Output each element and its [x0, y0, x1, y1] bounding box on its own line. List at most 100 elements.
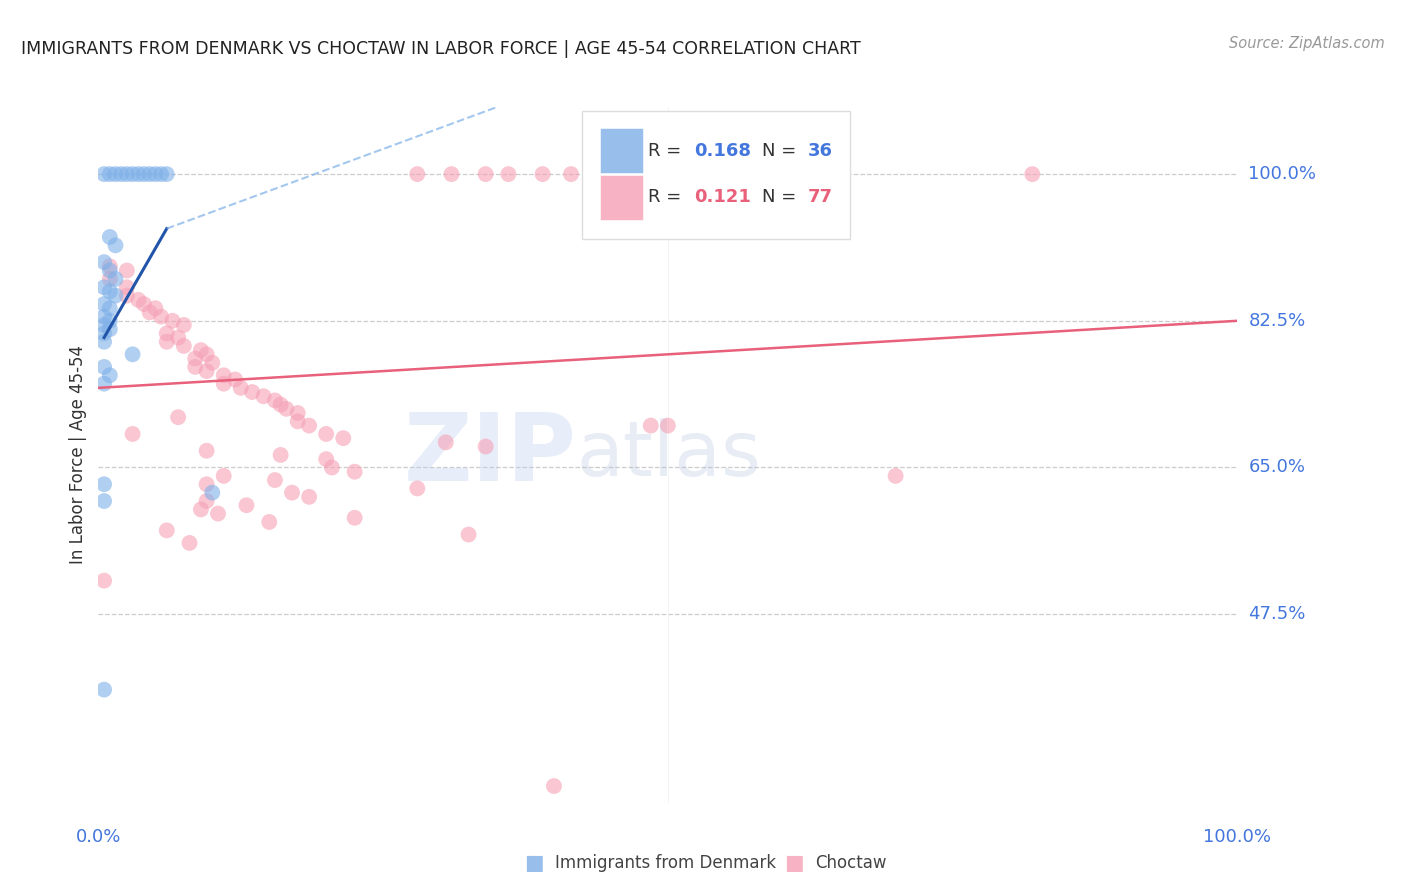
- Point: [212, 468, 235, 483]
- Point: [98, 263, 121, 277]
- FancyBboxPatch shape: [582, 111, 851, 239]
- Point: [145, 301, 167, 316]
- Point: [201, 485, 224, 500]
- FancyBboxPatch shape: [599, 175, 643, 220]
- Point: [224, 372, 246, 386]
- Point: [252, 389, 274, 403]
- Text: 47.5%: 47.5%: [1249, 605, 1306, 624]
- Point: [150, 310, 173, 324]
- Text: 82.5%: 82.5%: [1249, 312, 1306, 330]
- Point: [93, 255, 115, 269]
- Point: [115, 288, 138, 302]
- Point: [93, 682, 115, 697]
- Point: [110, 167, 132, 181]
- Point: [156, 326, 179, 341]
- Point: [657, 418, 679, 433]
- Point: [332, 431, 354, 445]
- Point: [98, 301, 121, 316]
- Point: [195, 477, 218, 491]
- Point: [104, 288, 127, 302]
- Text: R =: R =: [648, 188, 688, 206]
- Point: [276, 401, 298, 416]
- Point: [212, 376, 235, 391]
- Point: [93, 297, 115, 311]
- Point: [115, 280, 138, 294]
- Point: [270, 448, 292, 462]
- Point: [93, 574, 115, 588]
- Point: [190, 502, 212, 516]
- Point: [315, 427, 337, 442]
- Text: ZIP: ZIP: [404, 409, 576, 501]
- Point: [173, 318, 195, 332]
- Point: [298, 490, 321, 504]
- Point: [281, 485, 304, 500]
- Point: [406, 167, 429, 181]
- Point: [240, 385, 263, 400]
- Point: [474, 440, 496, 454]
- Point: [93, 494, 115, 508]
- Point: [606, 167, 628, 181]
- Text: 77: 77: [808, 188, 832, 206]
- Text: 65.0%: 65.0%: [1249, 458, 1305, 476]
- Point: [167, 330, 190, 344]
- Point: [195, 347, 218, 361]
- Point: [212, 368, 235, 383]
- Point: [93, 477, 115, 491]
- Point: [115, 167, 138, 181]
- FancyBboxPatch shape: [599, 128, 643, 173]
- Point: [104, 272, 127, 286]
- Point: [560, 167, 582, 181]
- Point: [93, 376, 115, 391]
- Point: [98, 167, 121, 181]
- Point: [184, 351, 207, 366]
- Point: [434, 435, 457, 450]
- Point: [93, 167, 115, 181]
- Point: [145, 167, 167, 181]
- Point: [93, 359, 115, 374]
- Point: [270, 398, 292, 412]
- Point: [201, 356, 224, 370]
- Text: R =: R =: [648, 142, 688, 160]
- Point: [132, 167, 155, 181]
- Point: [150, 167, 173, 181]
- Point: [138, 167, 160, 181]
- Point: [195, 443, 218, 458]
- Point: [321, 460, 343, 475]
- Point: [121, 427, 143, 442]
- Text: 0.168: 0.168: [695, 142, 751, 160]
- Point: [287, 414, 309, 428]
- Text: N =: N =: [762, 188, 803, 206]
- Text: Source: ZipAtlas.com: Source: ZipAtlas.com: [1229, 36, 1385, 51]
- Point: [98, 260, 121, 274]
- Point: [298, 418, 321, 433]
- Point: [588, 167, 610, 181]
- Point: [179, 536, 201, 550]
- Point: [457, 527, 479, 541]
- Point: [98, 285, 121, 299]
- Point: [98, 322, 121, 336]
- Point: [264, 393, 287, 408]
- Point: [207, 507, 229, 521]
- Point: [138, 305, 160, 319]
- Point: [104, 167, 127, 181]
- Point: [121, 347, 143, 361]
- Text: atlas: atlas: [576, 418, 762, 491]
- Point: [104, 238, 127, 252]
- Text: N =: N =: [762, 142, 803, 160]
- Text: Immigrants from Denmark: Immigrants from Denmark: [555, 855, 776, 872]
- Point: [156, 167, 179, 181]
- Point: [440, 167, 463, 181]
- Text: Choctaw: Choctaw: [815, 855, 887, 872]
- Point: [229, 381, 252, 395]
- Point: [156, 334, 179, 349]
- Point: [127, 167, 149, 181]
- Point: [98, 314, 121, 328]
- Point: [343, 510, 366, 524]
- Point: [195, 364, 218, 378]
- Text: IMMIGRANTS FROM DENMARK VS CHOCTAW IN LABOR FORCE | AGE 45-54 CORRELATION CHART: IMMIGRANTS FROM DENMARK VS CHOCTAW IN LA…: [21, 40, 860, 58]
- Point: [93, 310, 115, 324]
- Point: [121, 167, 143, 181]
- Point: [195, 494, 218, 508]
- Point: [156, 524, 179, 538]
- Y-axis label: In Labor Force | Age 45-54: In Labor Force | Age 45-54: [69, 345, 87, 565]
